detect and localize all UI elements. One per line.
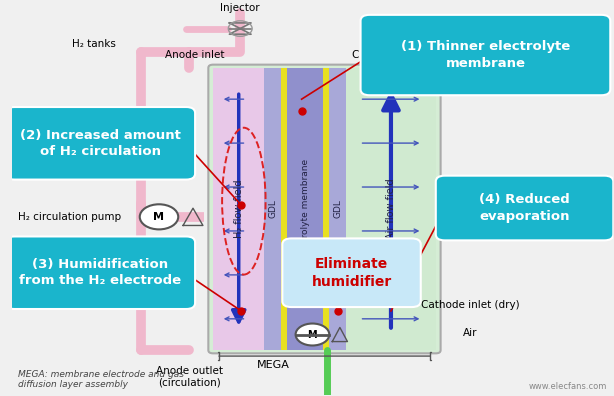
Text: Anode inlet: Anode inlet	[165, 50, 225, 60]
Text: Electrolyte membrane: Electrolyte membrane	[301, 158, 309, 259]
FancyBboxPatch shape	[6, 236, 195, 309]
Bar	[329, 68, 346, 350]
FancyBboxPatch shape	[282, 238, 421, 307]
Bar	[323, 68, 329, 350]
FancyBboxPatch shape	[208, 65, 441, 353]
Text: Air: Air	[463, 327, 477, 337]
Text: Injector: Injector	[220, 3, 260, 13]
Text: (2) Increased amount
of H₂ circulation: (2) Increased amount of H₂ circulation	[20, 129, 181, 158]
Text: H₂ circulation pump: H₂ circulation pump	[18, 212, 121, 222]
FancyBboxPatch shape	[6, 107, 195, 179]
Text: MEGA: membrane electrode and gas
diffusion layer assembly: MEGA: membrane electrode and gas diffusi…	[18, 370, 184, 389]
Text: (1) Thinner electrolyte
membrane: (1) Thinner electrolyte membrane	[401, 40, 570, 70]
Text: M: M	[308, 329, 317, 339]
Text: Anode outlet
(circulation): Anode outlet (circulation)	[155, 366, 223, 388]
Bar	[213, 68, 264, 350]
Text: www.elecfans.com: www.elecfans.com	[529, 383, 607, 391]
Text: Air flow field: Air flow field	[386, 179, 396, 239]
Text: Cathode outlet: Cathode outlet	[352, 50, 429, 60]
Bar	[264, 68, 281, 350]
Text: GDL: GDL	[333, 200, 342, 219]
Bar	[287, 68, 323, 350]
Circle shape	[140, 204, 178, 229]
Bar	[346, 68, 436, 350]
Text: H₂ flow field: H₂ flow field	[234, 180, 244, 238]
Bar	[281, 68, 287, 350]
Text: H₂ tanks: H₂ tanks	[72, 39, 115, 49]
Circle shape	[295, 324, 329, 345]
Text: (3) Humidification
from the H₂ electrode: (3) Humidification from the H₂ electrode	[19, 258, 181, 287]
Text: Eliminate
humidifier: Eliminate humidifier	[311, 257, 392, 289]
Text: MEGA: MEGA	[257, 360, 290, 370]
Text: M: M	[154, 212, 165, 222]
Text: (4) Reduced
evaporation: (4) Reduced evaporation	[479, 193, 570, 223]
Text: Cathode inlet (dry): Cathode inlet (dry)	[421, 300, 519, 310]
FancyBboxPatch shape	[360, 15, 610, 95]
FancyBboxPatch shape	[436, 176, 613, 240]
Text: GDL: GDL	[268, 200, 278, 219]
